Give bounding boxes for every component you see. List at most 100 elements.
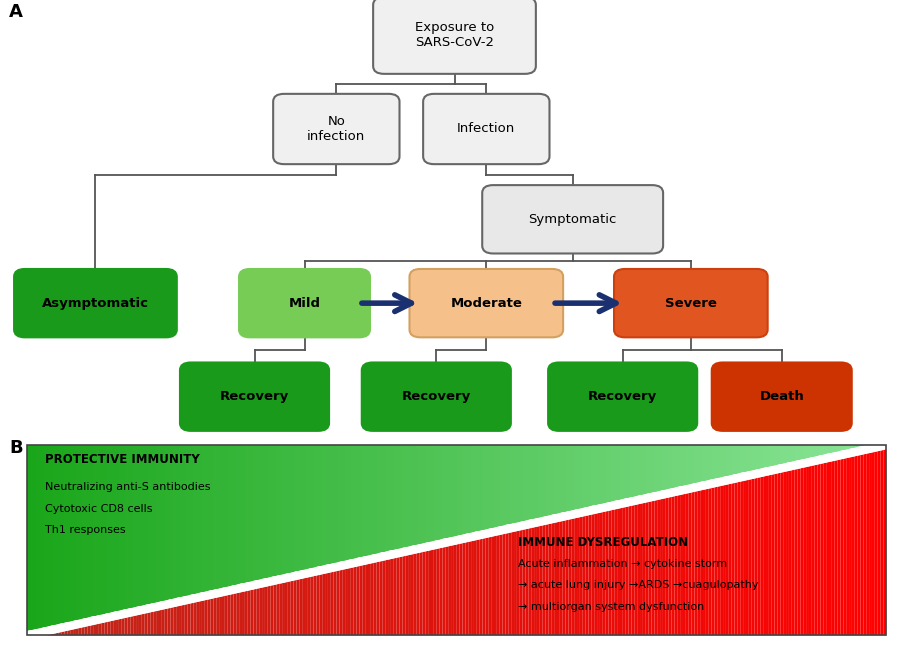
- Polygon shape: [403, 556, 405, 635]
- Polygon shape: [302, 578, 305, 635]
- Polygon shape: [265, 445, 268, 579]
- Polygon shape: [27, 441, 886, 640]
- Polygon shape: [523, 445, 525, 521]
- Polygon shape: [242, 591, 245, 635]
- Polygon shape: [617, 445, 620, 501]
- Polygon shape: [308, 445, 311, 569]
- Polygon shape: [379, 561, 383, 635]
- Polygon shape: [276, 584, 279, 635]
- Polygon shape: [588, 515, 592, 635]
- Polygon shape: [331, 445, 334, 564]
- Polygon shape: [700, 490, 703, 635]
- Polygon shape: [460, 445, 463, 535]
- Polygon shape: [834, 445, 837, 452]
- Polygon shape: [540, 445, 543, 517]
- Polygon shape: [359, 445, 363, 557]
- Polygon shape: [824, 445, 826, 455]
- Polygon shape: [652, 501, 654, 635]
- FancyBboxPatch shape: [27, 445, 886, 635]
- Polygon shape: [448, 546, 451, 635]
- Polygon shape: [757, 477, 760, 635]
- Text: Neutralizing anti-S antibodies: Neutralizing anti-S antibodies: [45, 482, 211, 493]
- Polygon shape: [846, 457, 849, 635]
- Text: Cytotoxic CD8 cells: Cytotoxic CD8 cells: [45, 504, 153, 514]
- Polygon shape: [834, 460, 837, 635]
- Polygon shape: [299, 445, 302, 571]
- Polygon shape: [545, 524, 548, 635]
- Polygon shape: [794, 445, 797, 461]
- Polygon shape: [56, 445, 59, 625]
- Polygon shape: [236, 445, 239, 585]
- Polygon shape: [814, 445, 817, 457]
- Polygon shape: [325, 445, 328, 565]
- Polygon shape: [205, 445, 207, 591]
- Polygon shape: [199, 601, 202, 635]
- Polygon shape: [734, 445, 737, 474]
- Polygon shape: [316, 575, 319, 635]
- Polygon shape: [113, 620, 116, 635]
- Polygon shape: [342, 445, 345, 561]
- Polygon shape: [274, 445, 276, 577]
- Polygon shape: [571, 445, 574, 511]
- Polygon shape: [434, 549, 436, 635]
- Polygon shape: [772, 445, 774, 466]
- Polygon shape: [709, 445, 712, 480]
- Polygon shape: [620, 445, 623, 500]
- Polygon shape: [423, 445, 425, 544]
- Polygon shape: [857, 455, 861, 635]
- Polygon shape: [79, 445, 82, 620]
- Polygon shape: [723, 485, 726, 635]
- Polygon shape: [142, 613, 145, 635]
- Polygon shape: [436, 445, 440, 541]
- Polygon shape: [363, 445, 365, 557]
- Polygon shape: [764, 445, 766, 468]
- Polygon shape: [723, 445, 726, 477]
- Polygon shape: [528, 445, 531, 520]
- Polygon shape: [743, 445, 746, 473]
- Polygon shape: [764, 476, 766, 635]
- Polygon shape: [87, 445, 90, 618]
- Polygon shape: [334, 445, 336, 563]
- Polygon shape: [142, 445, 145, 606]
- Polygon shape: [125, 617, 127, 635]
- Polygon shape: [256, 588, 259, 635]
- FancyBboxPatch shape: [423, 94, 549, 164]
- Polygon shape: [620, 508, 623, 635]
- Polygon shape: [523, 530, 525, 635]
- Polygon shape: [311, 445, 314, 568]
- Polygon shape: [878, 451, 881, 635]
- Polygon shape: [772, 474, 774, 635]
- Polygon shape: [548, 524, 551, 635]
- Polygon shape: [474, 540, 477, 635]
- Polygon shape: [846, 445, 849, 450]
- Polygon shape: [640, 503, 643, 635]
- Polygon shape: [674, 445, 677, 488]
- Polygon shape: [488, 445, 491, 529]
- Polygon shape: [274, 584, 276, 635]
- Polygon shape: [757, 445, 760, 470]
- Polygon shape: [780, 445, 784, 464]
- FancyBboxPatch shape: [373, 0, 535, 74]
- Polygon shape: [712, 445, 714, 479]
- Polygon shape: [179, 606, 182, 635]
- Polygon shape: [356, 445, 359, 558]
- Polygon shape: [299, 579, 302, 635]
- Polygon shape: [165, 608, 167, 635]
- Polygon shape: [857, 445, 861, 447]
- Polygon shape: [271, 585, 274, 635]
- Polygon shape: [99, 623, 102, 635]
- Polygon shape: [786, 445, 789, 463]
- Polygon shape: [85, 626, 87, 635]
- Polygon shape: [766, 475, 769, 635]
- Polygon shape: [583, 516, 585, 635]
- Polygon shape: [116, 619, 119, 635]
- Polygon shape: [211, 599, 214, 635]
- Text: → multiorgan system dysfunction: → multiorgan system dysfunction: [518, 602, 704, 611]
- Polygon shape: [789, 470, 792, 635]
- Polygon shape: [677, 495, 680, 635]
- Polygon shape: [451, 545, 454, 635]
- Text: Symptomatic: Symptomatic: [528, 213, 617, 226]
- Polygon shape: [640, 445, 643, 495]
- Polygon shape: [477, 445, 480, 531]
- Polygon shape: [663, 498, 665, 635]
